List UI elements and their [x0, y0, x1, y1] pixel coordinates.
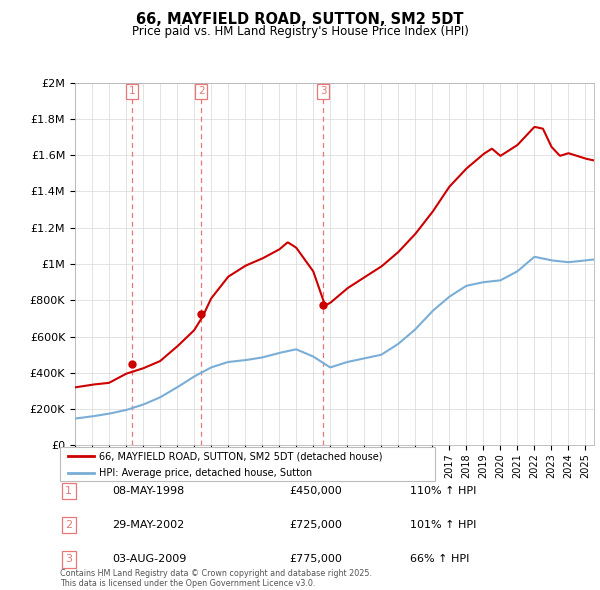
Text: 29-MAY-2002: 29-MAY-2002 [112, 520, 184, 530]
Text: 2: 2 [65, 520, 73, 530]
Text: 1: 1 [129, 86, 136, 96]
Text: 66, MAYFIELD ROAD, SUTTON, SM2 5DT: 66, MAYFIELD ROAD, SUTTON, SM2 5DT [136, 12, 464, 27]
Text: 3: 3 [65, 554, 72, 564]
Text: £450,000: £450,000 [290, 486, 343, 496]
Text: 66, MAYFIELD ROAD, SUTTON, SM2 5DT (detached house): 66, MAYFIELD ROAD, SUTTON, SM2 5DT (deta… [100, 451, 383, 461]
Text: 101% ↑ HPI: 101% ↑ HPI [410, 520, 476, 530]
Text: HPI: Average price, detached house, Sutton: HPI: Average price, detached house, Sutt… [100, 468, 313, 478]
Text: £725,000: £725,000 [290, 520, 343, 530]
Text: 2: 2 [198, 86, 205, 96]
Text: 08-MAY-1998: 08-MAY-1998 [112, 486, 184, 496]
Text: 1: 1 [65, 486, 72, 496]
Text: 03-AUG-2009: 03-AUG-2009 [112, 554, 187, 564]
Text: £775,000: £775,000 [290, 554, 343, 564]
Text: Contains HM Land Registry data © Crown copyright and database right 2025.
This d: Contains HM Land Registry data © Crown c… [60, 569, 372, 588]
Text: 3: 3 [320, 86, 326, 96]
Text: 110% ↑ HPI: 110% ↑ HPI [410, 486, 476, 496]
Text: 66% ↑ HPI: 66% ↑ HPI [410, 554, 469, 564]
Text: Price paid vs. HM Land Registry's House Price Index (HPI): Price paid vs. HM Land Registry's House … [131, 25, 469, 38]
